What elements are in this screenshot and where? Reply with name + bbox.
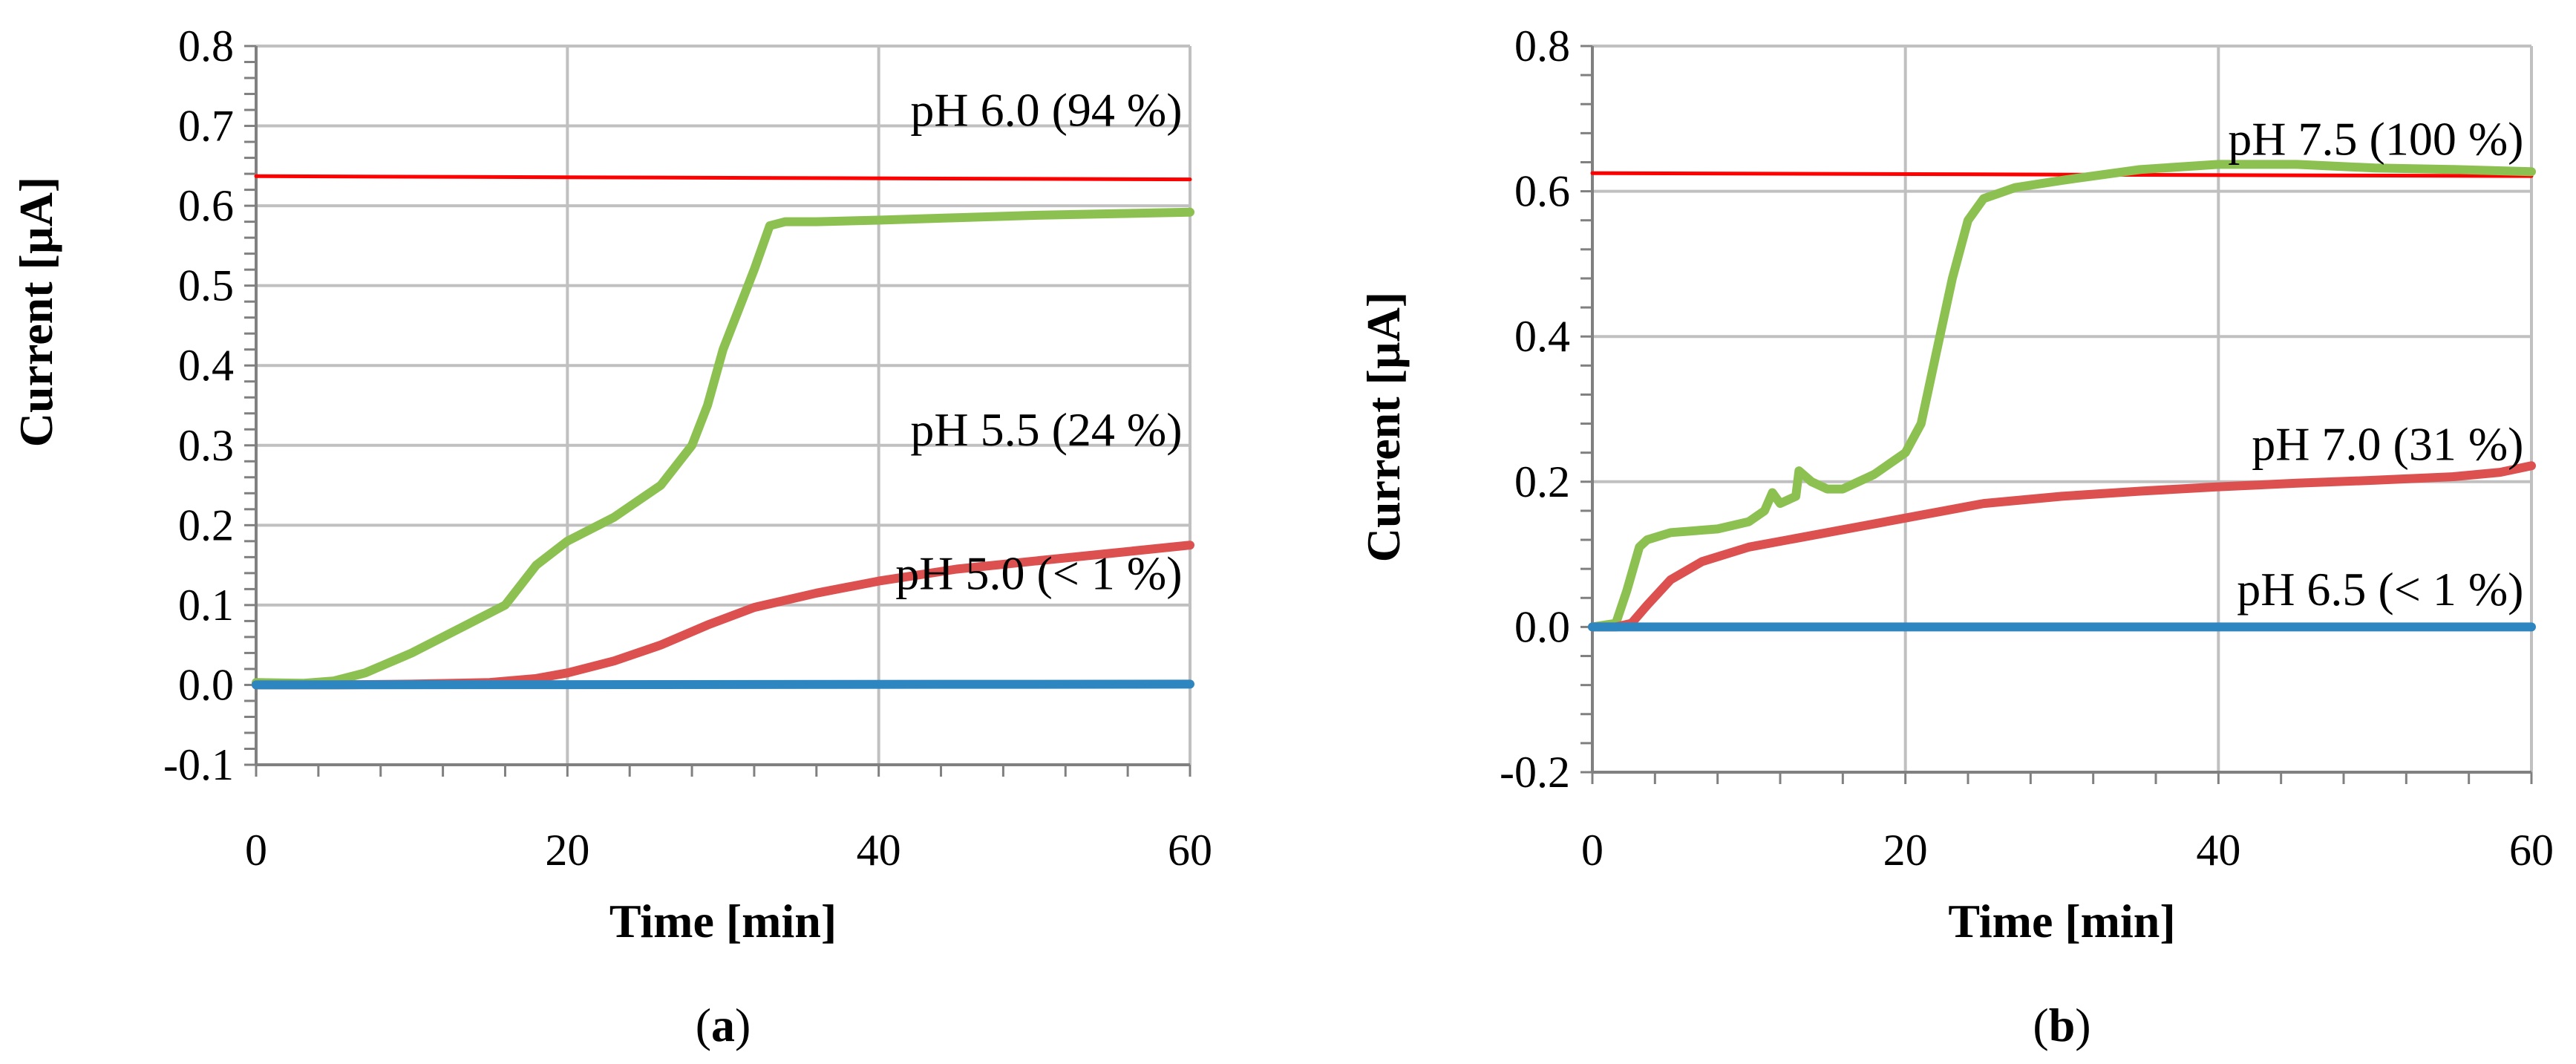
panel-a-caption: (a) (696, 999, 751, 1051)
chart-panel-b: -0.2 0.0 0.2 0.4 0.6 0.8 0 20 40 60 pH 7.5 (100 %)… (1357, 22, 2554, 1051)
panel-b-x-tick-label: 40 (2196, 826, 2240, 875)
panel-a-y-tick-label: 0.6 (178, 181, 234, 230)
panel-b-caption-letter: b (2049, 999, 2076, 1051)
panel-b-x-tick-label: 0 (1581, 826, 1604, 875)
panel-b-y-tick-label: 0.4 (1514, 312, 1570, 361)
panel-a-x-tick-label: 20 (545, 826, 589, 875)
panel-a-caption-close: ) (735, 999, 751, 1051)
panel-a-annotation: pH 6.0 (94 %) (910, 84, 1182, 137)
panel-b-y-tick-label: 0.6 (1514, 167, 1570, 216)
panel-b-y-tick-label: 0.2 (1514, 457, 1570, 506)
panel-a-y-axis-title: Current [µA] (10, 177, 62, 448)
panel-b-y-tick-label: 0.0 (1514, 602, 1570, 651)
panel-a-caption-open: ( (696, 999, 711, 1051)
panel-b-y-axis-title: Current [µA] (1357, 292, 1410, 563)
panel-a-y-tick-label: 0.3 (178, 421, 234, 470)
panel-a-y-tick-label: -0.1 (163, 740, 234, 789)
panel-b-x-tick-label: 20 (1883, 826, 1928, 875)
panel-a-y-tick-label: 0.1 (178, 581, 234, 630)
panel-a-x-tick-label: 40 (857, 826, 901, 875)
panel-b-x-axis-title: Time [min] (1948, 895, 2175, 947)
panel-b-caption: (b) (2033, 999, 2090, 1051)
panel-a-y-tick-label: 0.5 (178, 261, 234, 310)
panel-a-annotation: pH 5.5 (24 %) (910, 403, 1182, 456)
panel-b-annotation: pH 6.5 (< 1 %) (2237, 563, 2523, 616)
panel-b-y-tick-label: -0.2 (1500, 748, 1570, 797)
panel-b-annotation: pH 7.0 (31 %) (2252, 417, 2523, 470)
panel-a-y-tick-label: 0.4 (178, 341, 234, 390)
panel-b-series-ph-7-5 (1588, 160, 2536, 632)
panel-b-y-tick-label: 0.8 (1514, 22, 1570, 71)
panel-a-x-tick-label: 60 (1168, 826, 1212, 875)
panel-b-x-tick-label: 60 (2509, 826, 2554, 875)
panel-b-series-ph-7-0 (1588, 461, 2536, 632)
panel-a-series-reference (254, 174, 1192, 182)
panel-b-caption-open: ( (2033, 999, 2048, 1051)
panel-a-x-axis-title: Time [min] (609, 895, 837, 947)
panel-a-annotation: pH 5.0 (< 1 %) (895, 546, 1182, 599)
panel-a-x-tick-label: 0 (245, 826, 267, 875)
chart-panel-a: -0.1 0.0 0.1 0.2 0.3 0.4 0.5 0.6 0.7 0.8 0 20 40 60 pH… (10, 22, 1212, 1051)
panel-a-series-ph-6-0 (252, 207, 1194, 688)
panel-a-y-tick-label: 0.0 (178, 660, 234, 709)
panel-a-y-tick-label: 0.2 (178, 500, 234, 549)
panel-b-caption-close: ) (2075, 999, 2090, 1051)
panel-b-annotation: pH 7.5 (100 %) (2228, 113, 2523, 166)
panel-a-series-ph-5-0 (252, 679, 1194, 690)
panel-a-y-tick-label: 0.8 (178, 22, 234, 71)
panel-a-y-tick-label: 0.7 (178, 102, 234, 151)
panel-b-series-reference (1590, 171, 2534, 178)
panel-a-caption-letter: a (711, 999, 735, 1051)
